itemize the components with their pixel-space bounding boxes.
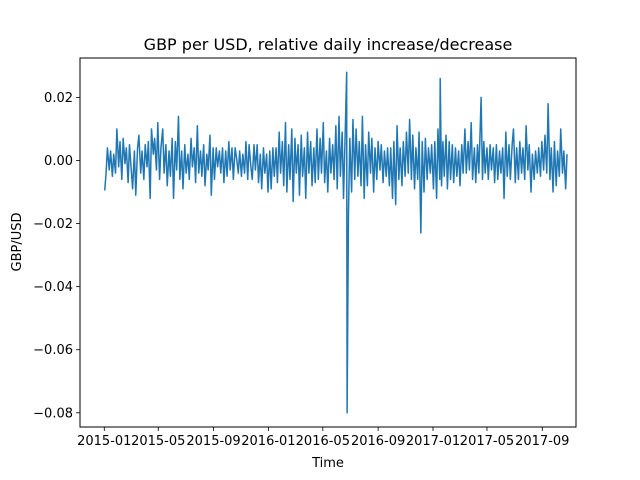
y-axis-label: GBP/USD [10,213,25,272]
x-axis-label: Time [311,456,344,471]
x-tick-label: 2016-05 [296,434,350,449]
y-tick-label: −0.08 [33,406,73,421]
plot-area [103,71,568,414]
y-tick-label: −0.02 [33,217,73,232]
x-tick-label: 2015-09 [186,434,240,449]
x-tick-label: 2017-05 [460,434,514,449]
y-tick-label: 0.02 [44,91,73,106]
x-tick-label: 2015-01 [77,434,131,449]
chart-title: GBP per USD, relative daily increase/dec… [144,35,513,54]
y-tick-label: −0.04 [33,280,73,295]
x-tick-label: 2016-09 [351,434,405,449]
x-tick-label: 2015-05 [131,434,185,449]
x-tick-label: 2016-01 [241,434,295,449]
series-line-0 [103,71,568,414]
x-tick-label: 2017-09 [515,434,569,449]
y-tick-label: 0.00 [44,154,73,169]
y-tick-label: −0.06 [33,343,73,358]
axis-ticks: 2015-01 2015-05 2015-09 2016-01 2016-05 2016-… [33,91,569,449]
plot-frame [79,57,577,428]
x-tick-label: 2017-01 [406,434,460,449]
